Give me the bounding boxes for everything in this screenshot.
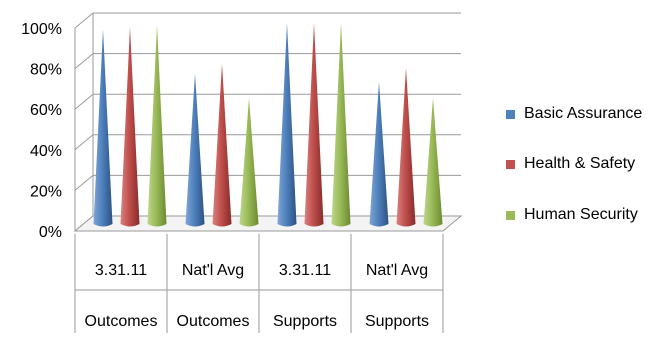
cone-basic-assurance-0: [93, 29, 113, 227]
x-group-label: Outcomes: [85, 313, 158, 330]
x-group-label: Supports: [365, 313, 429, 330]
cone-human-security-2: [331, 23, 351, 227]
x-tick-label: 3.31.11: [95, 262, 147, 279]
y-tick-label: 100%: [21, 21, 62, 38]
floor: [73, 215, 463, 232]
legend-swatch-basic-assurance: [506, 109, 515, 119]
x-group-label: Supports: [273, 313, 337, 330]
y-tick-label: 20%: [30, 183, 62, 200]
depth-gridline: [74, 12, 94, 29]
x-group-label: Outcomes: [177, 313, 250, 330]
y-tick-label: 0%: [39, 224, 62, 241]
cone-basic-assurance-1: [185, 73, 205, 227]
x-tick-label: 3.31.11: [279, 262, 331, 279]
legend: Basic Assurance Health & Safety Human Se…: [506, 104, 642, 255]
y-tick-label: 80%: [30, 62, 62, 79]
x-tick-label: Nat'l Avg: [366, 262, 428, 279]
cone-basic-assurance-2: [277, 23, 297, 227]
x-tick-label: Nat'l Avg: [182, 262, 244, 279]
y-tick-label: 60%: [30, 102, 62, 119]
cone-human-security-1: [239, 98, 259, 227]
legend-swatch-health-safety: [506, 159, 515, 169]
depth-gridline: [74, 53, 94, 69]
legend-item-human-security: Human Security: [506, 205, 642, 225]
axes: 0% 20% 40% 60% 80% 100% 3.31.11 Outcomes Nat'l A…: [21, 21, 444, 333]
cone-health-safety-2: [304, 23, 324, 227]
legend-item-basic-assurance: Basic Assurance: [506, 104, 642, 124]
cones: [93, 23, 443, 227]
legend-item-health-safety: Health & Safety: [506, 154, 642, 174]
cone-health-safety-1: [212, 63, 232, 227]
cone-human-security-0: [147, 25, 167, 227]
cone-health-safety-0: [120, 27, 140, 227]
depth-gridline: [74, 93, 94, 110]
depth-gridline: [74, 134, 94, 151]
cone-basic-assurance-3: [369, 81, 389, 227]
legend-label-basic-assurance: Basic Assurance: [524, 105, 643, 122]
legend-label-human-security: Human Security: [524, 206, 638, 223]
y-tick-label: 40%: [30, 143, 62, 160]
depth-gridline: [74, 175, 94, 191]
legend-label-health-safety: Health & Safety: [524, 155, 636, 172]
cone-human-security-3: [423, 98, 443, 227]
legend-swatch-human-security: [506, 210, 515, 220]
cone-health-safety-3: [396, 67, 416, 227]
